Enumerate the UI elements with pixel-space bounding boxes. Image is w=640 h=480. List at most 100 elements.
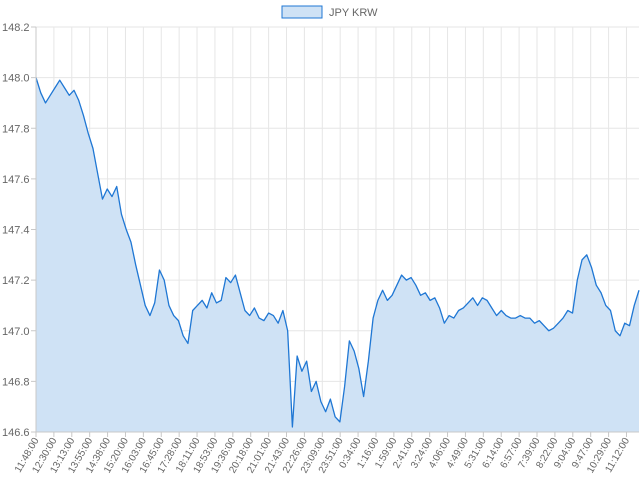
data-point[interactable] xyxy=(594,283,598,287)
data-point[interactable] xyxy=(72,88,76,92)
data-point[interactable] xyxy=(233,273,237,277)
data-point[interactable] xyxy=(362,395,366,399)
data-point[interactable] xyxy=(419,293,423,297)
data-point[interactable] xyxy=(267,311,271,315)
data-point[interactable] xyxy=(62,86,66,90)
data-point[interactable] xyxy=(157,268,161,272)
data-point[interactable] xyxy=(480,296,484,300)
data-point[interactable] xyxy=(447,314,451,318)
data-point[interactable] xyxy=(290,425,294,429)
data-point[interactable] xyxy=(452,316,456,320)
data-point[interactable] xyxy=(537,319,541,323)
data-point[interactable] xyxy=(366,359,370,363)
data-point[interactable] xyxy=(176,319,180,323)
data-point[interactable] xyxy=(457,309,461,313)
data-point[interactable] xyxy=(514,316,518,320)
data-point[interactable] xyxy=(110,195,114,199)
data-point[interactable] xyxy=(571,311,575,315)
data-point[interactable] xyxy=(305,359,309,363)
data-point[interactable] xyxy=(77,98,81,102)
data-point[interactable] xyxy=(409,276,413,280)
data-point[interactable] xyxy=(252,306,256,310)
data-point[interactable] xyxy=(224,276,228,280)
data-point[interactable] xyxy=(229,281,233,285)
data-point[interactable] xyxy=(181,334,185,338)
data-point[interactable] xyxy=(67,93,71,97)
data-point[interactable] xyxy=(533,321,537,325)
data-point[interactable] xyxy=(271,314,275,318)
data-point[interactable] xyxy=(423,291,427,295)
data-point[interactable] xyxy=(609,309,613,313)
data-point[interactable] xyxy=(129,240,133,244)
data-point[interactable] xyxy=(371,316,375,320)
data-point[interactable] xyxy=(115,184,119,188)
data-point[interactable] xyxy=(105,187,109,191)
data-point[interactable] xyxy=(248,314,252,318)
data-point[interactable] xyxy=(200,298,204,302)
data-point[interactable] xyxy=(400,273,404,277)
data-point[interactable] xyxy=(91,147,95,151)
data-point[interactable] xyxy=(542,324,546,328)
data-point[interactable] xyxy=(461,306,465,310)
data-point[interactable] xyxy=(390,293,394,297)
data-point[interactable] xyxy=(466,301,470,305)
data-point[interactable] xyxy=(338,420,342,424)
data-point[interactable] xyxy=(604,303,608,307)
data-point[interactable] xyxy=(590,265,594,269)
data-point[interactable] xyxy=(528,316,532,320)
data-point[interactable] xyxy=(81,114,85,118)
data-point[interactable] xyxy=(214,301,218,305)
data-point[interactable] xyxy=(314,379,318,383)
data-point[interactable] xyxy=(124,228,128,232)
data-point[interactable] xyxy=(134,263,138,267)
data-point[interactable] xyxy=(210,291,214,295)
data-point[interactable] xyxy=(376,298,380,302)
data-point[interactable] xyxy=(623,321,627,325)
data-point[interactable] xyxy=(48,93,52,97)
data-point[interactable] xyxy=(518,314,522,318)
data-point[interactable] xyxy=(162,278,166,282)
data-point[interactable] xyxy=(53,86,57,90)
data-point[interactable] xyxy=(167,303,171,307)
data-point[interactable] xyxy=(328,397,332,401)
data-point[interactable] xyxy=(191,309,195,313)
data-point[interactable] xyxy=(148,314,152,318)
data-point[interactable] xyxy=(438,306,442,310)
data-point[interactable] xyxy=(552,326,556,330)
data-point[interactable] xyxy=(352,349,356,353)
data-point[interactable] xyxy=(442,321,446,325)
data-point[interactable] xyxy=(433,296,437,300)
data-point[interactable] xyxy=(599,291,603,295)
data-point[interactable] xyxy=(357,367,361,371)
data-point[interactable] xyxy=(404,278,408,282)
data-point[interactable] xyxy=(580,258,584,262)
data-point[interactable] xyxy=(219,298,223,302)
data-point[interactable] xyxy=(205,306,209,310)
data-point[interactable] xyxy=(238,291,242,295)
data-point[interactable] xyxy=(153,301,157,305)
data-point[interactable] xyxy=(143,303,147,307)
data-point[interactable] xyxy=(561,316,565,320)
data-point[interactable] xyxy=(585,253,589,257)
data-point[interactable] xyxy=(319,400,323,404)
data-point[interactable] xyxy=(309,390,313,394)
data-point[interactable] xyxy=(428,298,432,302)
data-point[interactable] xyxy=(381,288,385,292)
data-point[interactable] xyxy=(575,278,579,282)
data-point[interactable] xyxy=(243,309,247,313)
data-point[interactable] xyxy=(523,316,527,320)
data-point[interactable] xyxy=(471,296,475,300)
data-point[interactable] xyxy=(186,341,190,345)
data-point[interactable] xyxy=(100,197,104,201)
data-point[interactable] xyxy=(499,309,503,313)
data-point[interactable] xyxy=(138,283,142,287)
data-point[interactable] xyxy=(509,316,513,320)
data-point[interactable] xyxy=(566,309,570,313)
data-point[interactable] xyxy=(485,298,489,302)
data-point[interactable] xyxy=(556,321,560,325)
data-point[interactable] xyxy=(347,339,351,343)
data-point[interactable] xyxy=(195,303,199,307)
data-point[interactable] xyxy=(495,314,499,318)
data-point[interactable] xyxy=(613,329,617,333)
data-point[interactable] xyxy=(632,303,636,307)
